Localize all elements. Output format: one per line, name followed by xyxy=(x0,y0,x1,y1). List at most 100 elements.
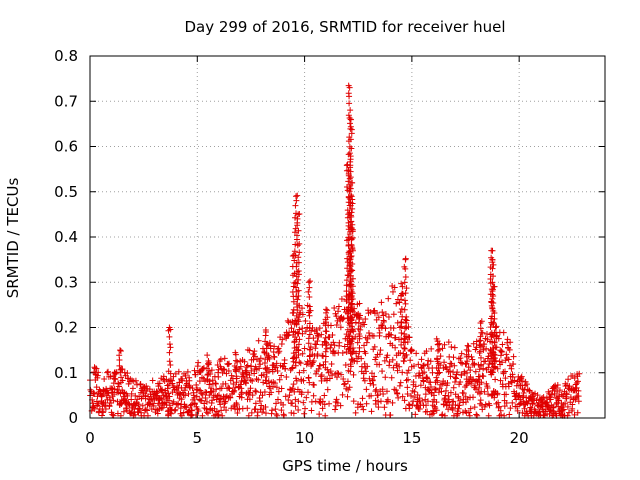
data-point xyxy=(265,378,272,385)
data-point xyxy=(238,394,245,401)
data-point xyxy=(203,365,210,372)
data-point xyxy=(117,390,124,397)
data-point xyxy=(398,292,405,299)
data-point xyxy=(304,302,311,309)
data-point xyxy=(117,347,124,354)
data-point xyxy=(307,357,314,364)
data-point xyxy=(398,341,405,348)
data-point xyxy=(249,378,256,385)
data-point xyxy=(396,324,403,331)
data-point xyxy=(93,365,100,372)
data-point xyxy=(337,324,344,331)
data-point xyxy=(167,362,174,369)
data-point xyxy=(323,319,330,326)
data-point xyxy=(274,367,281,374)
data-point xyxy=(433,364,440,371)
data-point xyxy=(503,351,510,358)
data-point xyxy=(400,358,407,365)
data-point xyxy=(128,390,135,397)
data-point xyxy=(347,156,354,163)
data-point xyxy=(233,379,240,386)
data-point xyxy=(491,315,498,322)
data-point xyxy=(471,404,478,411)
data-point xyxy=(288,365,295,372)
data-point xyxy=(457,359,464,366)
data-point xyxy=(403,285,410,292)
data-point xyxy=(352,409,359,416)
data-point xyxy=(494,365,501,372)
data-point xyxy=(116,362,123,369)
data-point xyxy=(493,333,500,340)
data-point xyxy=(182,372,189,379)
data-point xyxy=(401,345,408,352)
data-point xyxy=(478,329,485,336)
data-point xyxy=(335,308,342,315)
data-point xyxy=(322,334,329,341)
data-point xyxy=(347,168,354,175)
data-point xyxy=(362,316,369,323)
data-point xyxy=(183,404,190,411)
data-point xyxy=(444,380,451,387)
data-point xyxy=(299,305,306,312)
y-tick-label: 0.3 xyxy=(54,273,78,291)
data-point xyxy=(301,410,308,417)
data-point xyxy=(295,341,302,348)
data-point xyxy=(559,407,566,414)
data-point xyxy=(477,333,484,340)
data-point xyxy=(435,370,442,377)
data-point xyxy=(575,393,582,400)
data-point xyxy=(344,161,351,168)
data-point xyxy=(193,411,200,418)
data-point xyxy=(565,409,572,416)
data-point xyxy=(490,345,497,352)
data-point xyxy=(492,364,499,371)
data-point xyxy=(348,266,355,273)
data-point xyxy=(90,403,97,410)
data-point xyxy=(328,361,335,368)
data-point xyxy=(490,283,497,290)
data-point xyxy=(447,368,454,375)
data-point xyxy=(262,410,269,417)
data-point xyxy=(111,391,118,398)
data-point xyxy=(132,392,139,399)
data-point xyxy=(91,390,98,397)
data-point xyxy=(166,393,173,400)
data-point xyxy=(318,331,325,338)
data-point xyxy=(401,306,408,313)
data-point xyxy=(383,388,390,395)
data-point xyxy=(348,288,355,295)
data-point xyxy=(499,341,506,348)
data-point xyxy=(354,312,361,319)
data-point xyxy=(300,377,307,384)
data-point xyxy=(534,392,541,399)
data-point xyxy=(345,112,352,119)
data-point xyxy=(348,241,355,248)
data-point xyxy=(302,328,309,335)
data-point xyxy=(408,392,415,399)
data-point xyxy=(490,299,497,306)
data-point xyxy=(505,356,512,363)
data-point xyxy=(384,352,391,359)
data-point xyxy=(291,279,298,286)
data-point xyxy=(425,357,432,364)
data-point xyxy=(125,400,132,407)
data-point xyxy=(347,123,354,130)
data-point xyxy=(298,389,305,396)
data-point xyxy=(401,263,408,270)
data-point xyxy=(375,398,382,405)
data-point xyxy=(342,361,349,368)
data-point xyxy=(441,359,448,366)
data-point xyxy=(295,407,302,414)
data-point xyxy=(289,309,296,316)
data-point xyxy=(574,409,581,416)
data-point xyxy=(282,393,289,400)
data-point xyxy=(404,384,411,391)
data-point xyxy=(346,150,353,157)
data-point xyxy=(362,350,369,357)
data-point xyxy=(132,411,139,418)
data-point xyxy=(347,254,354,261)
data-point xyxy=(106,403,113,410)
data-point xyxy=(290,298,297,305)
data-point xyxy=(166,349,173,356)
